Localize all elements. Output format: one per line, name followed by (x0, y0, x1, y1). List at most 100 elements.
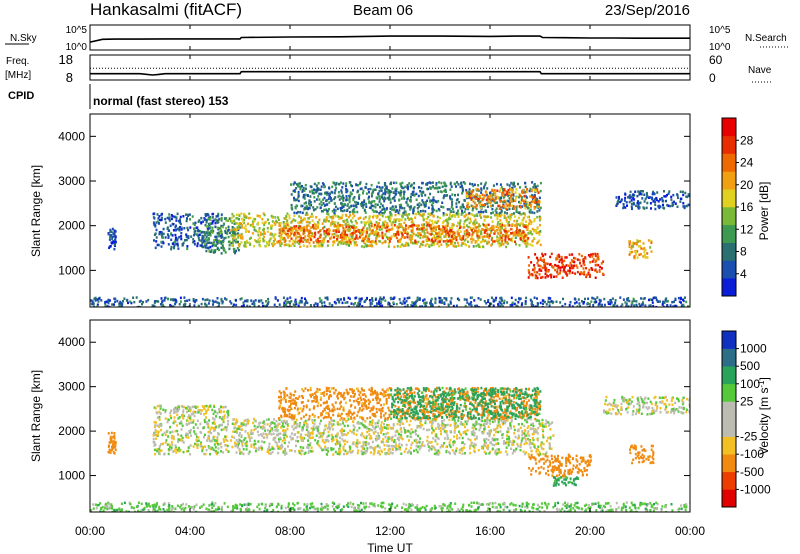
power-echo-cell (207, 222, 210, 226)
power-echo-cell (234, 251, 236, 255)
power-echo-cell (338, 198, 341, 201)
power-echo-cell (384, 192, 387, 196)
power-echo-cell (287, 234, 289, 237)
power-echo-cell (526, 240, 529, 244)
power-echo-cell (651, 301, 654, 304)
velocity-echo-cell (109, 441, 112, 444)
power-echo-cell (331, 305, 334, 307)
power-echo-cell (570, 264, 573, 267)
velocity-echo-cell (330, 425, 333, 428)
power-echo-cell (357, 304, 360, 307)
power-echo-cell (320, 242, 323, 245)
velocity-echo-cell (111, 445, 113, 448)
power-echo-cell (160, 231, 163, 234)
power-echo-cell (511, 207, 514, 210)
power-echo-cell (518, 228, 521, 232)
velocity-echo-cell (167, 448, 170, 451)
power-echo-cell (429, 304, 432, 307)
power-echo-cell (332, 181, 335, 184)
velocity-echo-cell (209, 452, 211, 456)
power-echo-cell (428, 181, 431, 184)
date-title: 23/Sep/2016 (605, 2, 690, 19)
power-echo-cell (534, 273, 537, 277)
power-echo-cell (650, 250, 653, 253)
power-echo-cell (157, 300, 160, 303)
power-echo-cell (597, 258, 600, 261)
power-echo-cell (434, 230, 437, 233)
velocity-echo-cell (275, 441, 278, 445)
power-echo-cell (573, 302, 576, 305)
power-echo-cell (427, 206, 430, 210)
velocity-echo-cell (213, 418, 216, 421)
velocity-echo-cell (174, 445, 177, 449)
power-echo-cell (260, 299, 263, 302)
power-echo-cell (205, 249, 208, 253)
power-echo-cell (389, 201, 392, 204)
power-echo-cell (295, 211, 298, 215)
power-echo-cell (387, 224, 389, 228)
velocity-echo-cell (405, 447, 408, 451)
power-echo-cell (563, 259, 566, 263)
power-echo-cell (412, 232, 415, 236)
velocity-echo-cell (164, 410, 167, 414)
power-echo-cell (649, 246, 652, 249)
power-echo-cell (236, 217, 239, 220)
velocity-echo-cell (542, 433, 544, 437)
power-echo-cell (404, 305, 407, 307)
power-echo-cell (108, 238, 111, 241)
power-echo-cell (187, 228, 190, 232)
power-echo-cell (250, 299, 253, 302)
power-echo-cell (372, 190, 375, 193)
power-echo-cell (470, 304, 473, 307)
power-echo-cell (433, 208, 436, 212)
velocity-echo-cell (169, 425, 172, 429)
power-echo-cell (650, 207, 652, 210)
velocity-echo-cell (485, 437, 488, 441)
power-echo-cell (336, 239, 339, 242)
power-echo-cell (210, 241, 213, 245)
power-echo-cell (344, 241, 347, 244)
power-echo-cell (399, 192, 402, 195)
power-echo-cell (644, 197, 647, 201)
power-echo-cell (477, 197, 480, 201)
power-echo-cell (364, 186, 367, 189)
power-echo-cell (317, 188, 320, 191)
power-echo-cell (158, 215, 161, 218)
power-echo-cell (427, 239, 430, 242)
power-echo-cell (306, 227, 308, 230)
power-echo-cell (166, 233, 169, 236)
velocity-echo-cell (112, 443, 114, 446)
power-echo-cell (636, 201, 639, 205)
velocity-echo-cell (225, 438, 227, 441)
power-echo-cell (466, 229, 469, 233)
power-echo-cell (327, 219, 330, 223)
power-echo-cell (470, 198, 473, 201)
power-echo-cell (497, 226, 500, 229)
power-echo-cell (179, 218, 181, 221)
power-echo-cell (219, 217, 222, 221)
power-echo-cell (643, 246, 646, 250)
power-echo-cell (684, 191, 687, 195)
power-echo-cell (536, 256, 539, 260)
power-echo-cell (482, 210, 485, 214)
power-echo-cell (416, 297, 419, 301)
power-echo-cell (410, 192, 413, 196)
power-echo-cell (537, 302, 539, 306)
power-echo-cell (300, 236, 303, 240)
power-echo-cell (539, 301, 542, 305)
power-echo-cell (374, 210, 377, 213)
power-echo-cell (374, 206, 377, 209)
power-echo-cell (627, 196, 629, 199)
power-echo-cell (343, 235, 346, 238)
power-echo-cell (468, 303, 470, 306)
velocity-echo-cell (194, 423, 197, 426)
power-echo-cell (326, 203, 329, 206)
power-echo-cell (354, 237, 357, 241)
power-echo-cell (592, 258, 595, 261)
power-echo-cell (504, 216, 507, 220)
power-echo-cell (320, 185, 323, 188)
power-echo-cell (536, 241, 539, 245)
power-echo-cell (408, 217, 411, 221)
power-echo-cell (427, 215, 430, 219)
power-echo-cell (240, 297, 243, 300)
